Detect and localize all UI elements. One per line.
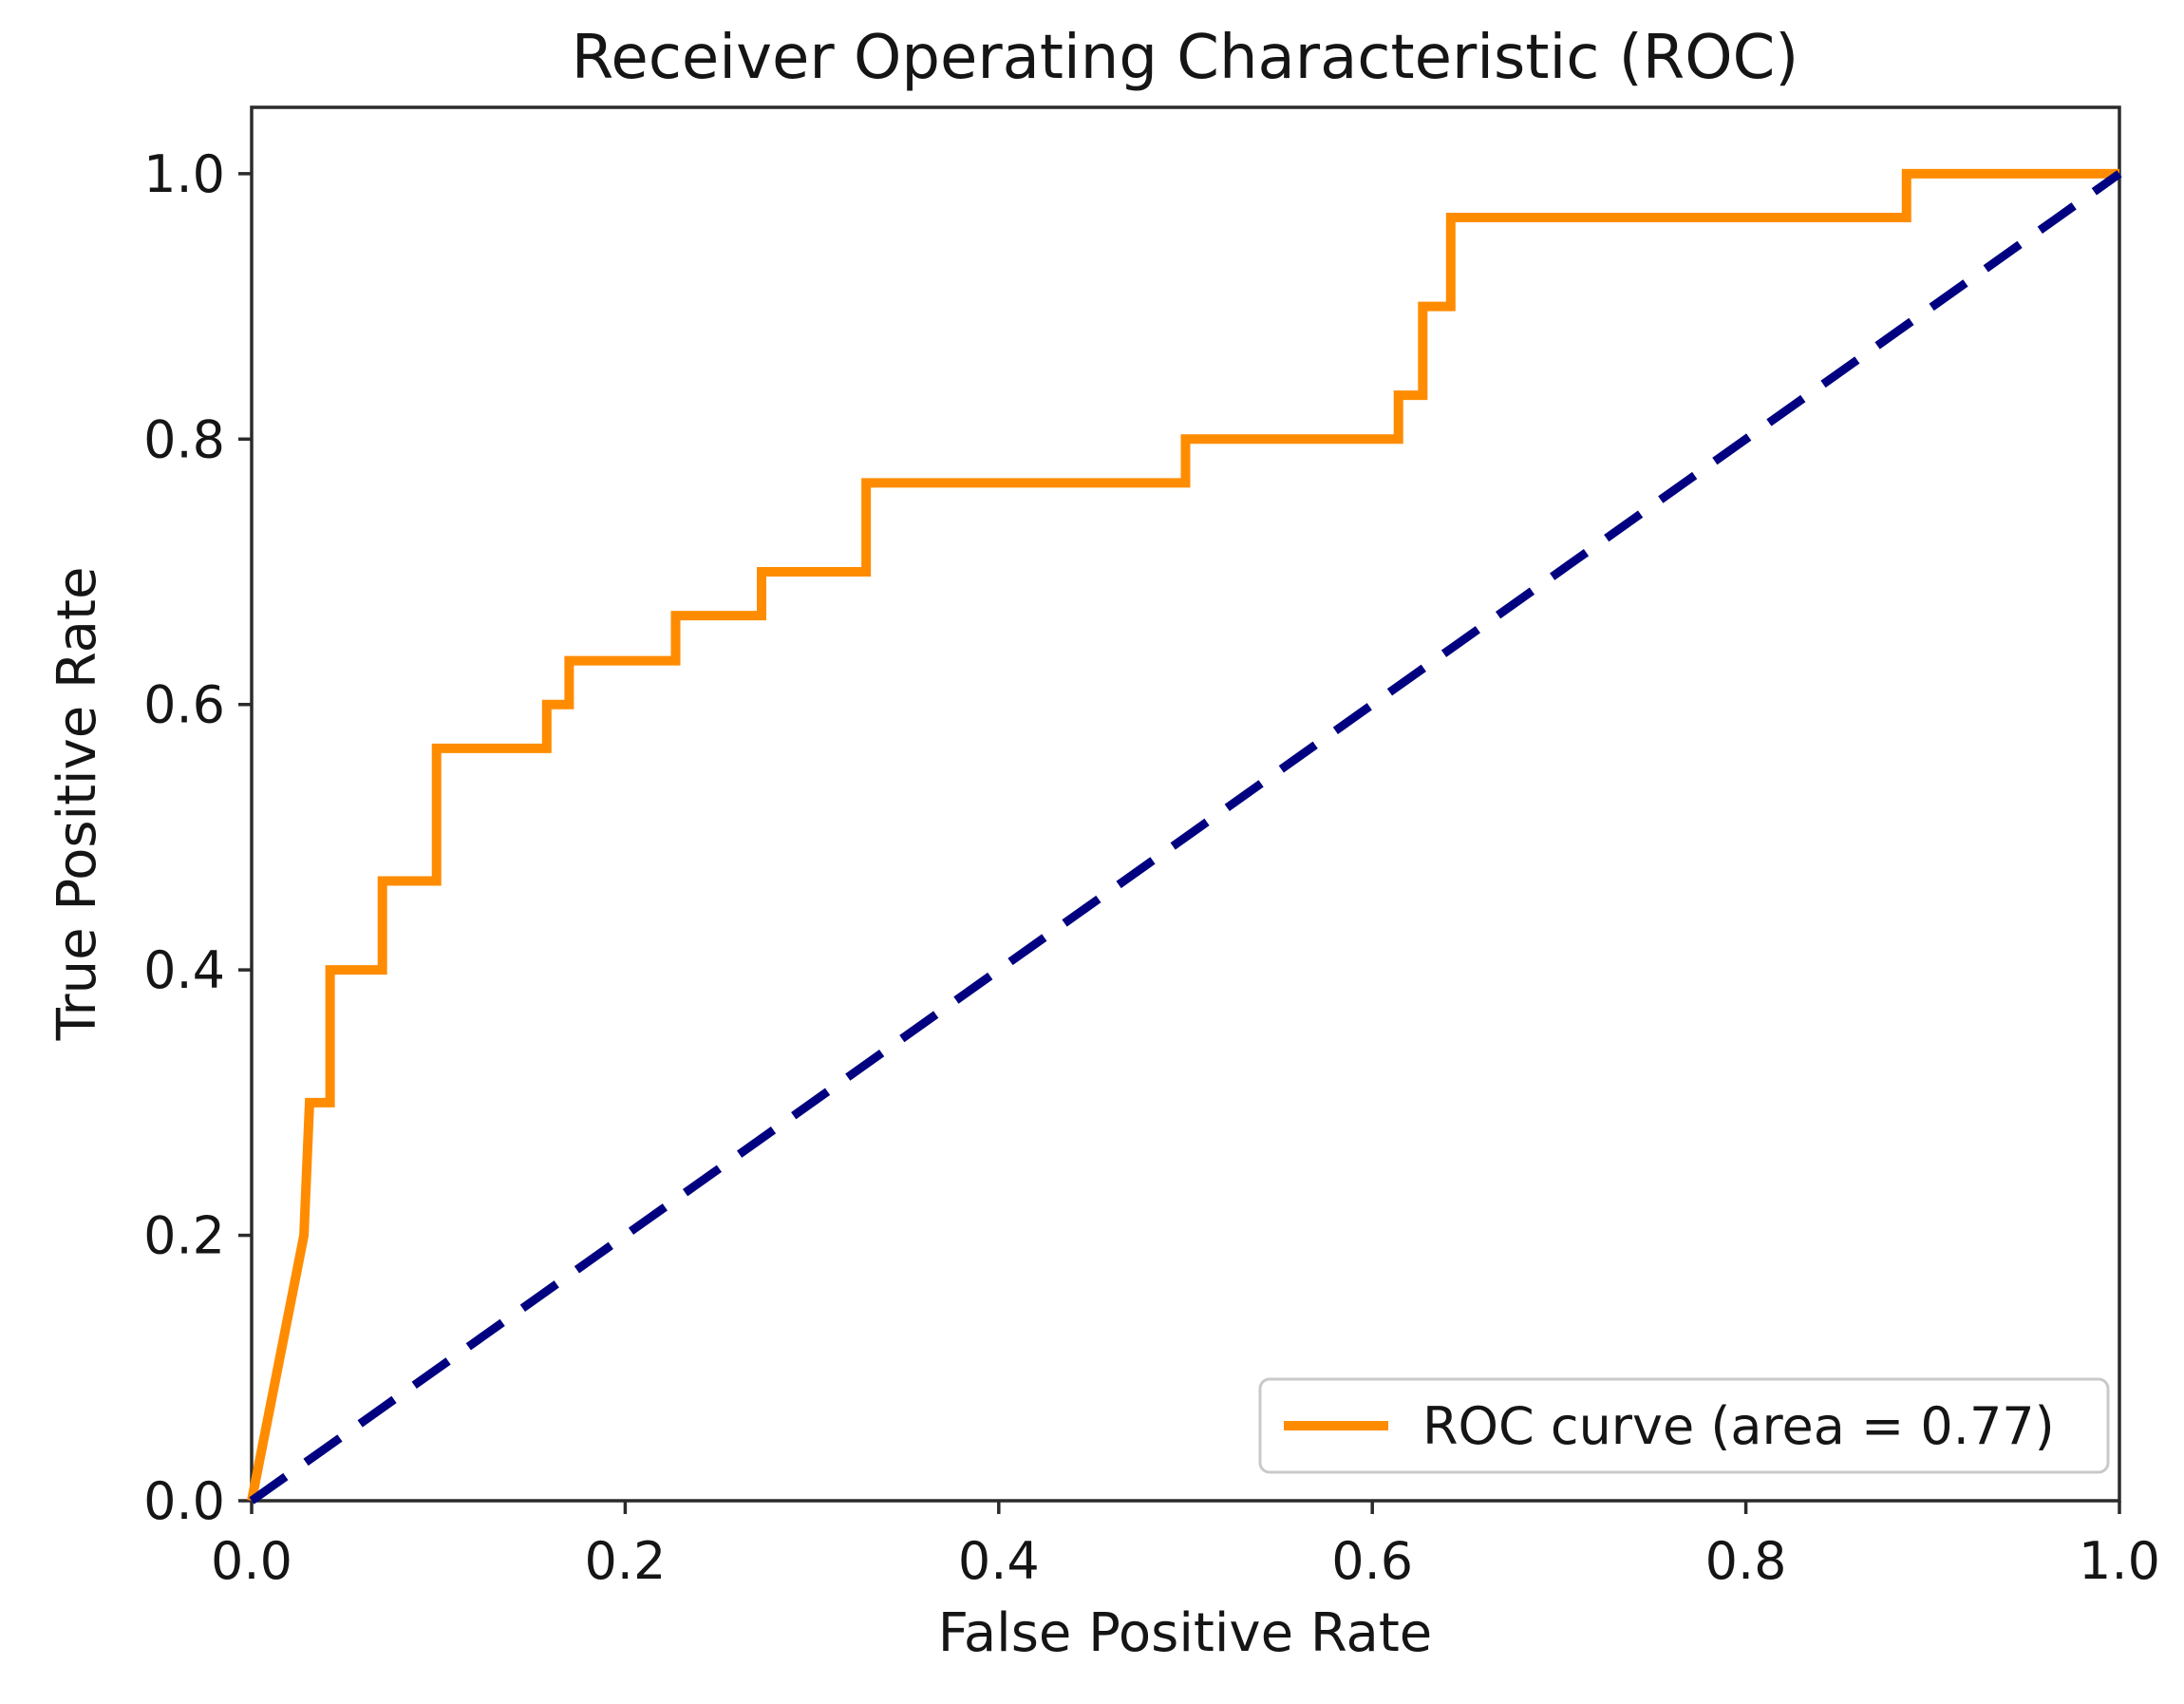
x-tick-label: 0.2 [584,1531,666,1591]
y-tick-label: 0.0 [143,1471,225,1531]
x-tick-label: 0.6 [1331,1531,1413,1591]
axis-ticks: 0.0 0.2 0.4 0.6 0.8 1.0 0.0 0.2 0.4 0.6 0.8 1.0 [143,144,2160,1591]
x-tick-label: 0.4 [958,1531,1040,1591]
legend-box [1258,1377,2110,1474]
y-axis-label: True Positive Rate [47,567,108,1042]
x-tick-label: 0.0 [211,1531,292,1591]
data-series [247,168,2122,1505]
x-axis-label: False Positive Rate [938,1602,1432,1664]
legend: ROC curve (area = 0.77) [1258,1377,2110,1474]
chart-title: Receiver Operating Characteristic (ROC) [572,23,1799,93]
legend-roc-label: ROC curve (area = 0.77) [1422,1396,2055,1456]
y-tick-label: 0.6 [143,675,225,735]
x-tick-label: 0.8 [1705,1531,1787,1591]
y-tick-label: 1.0 [143,144,225,204]
y-tick-label: 0.4 [143,940,225,1000]
y-tick-label: 0.2 [143,1206,225,1266]
y-tick-label: 0.8 [143,409,225,469]
roc-curve-line [247,168,2119,1502]
plot-area [250,105,2121,1503]
chance-diagonal-line [249,170,2122,1505]
x-tick-label: 1.0 [2079,1531,2160,1591]
